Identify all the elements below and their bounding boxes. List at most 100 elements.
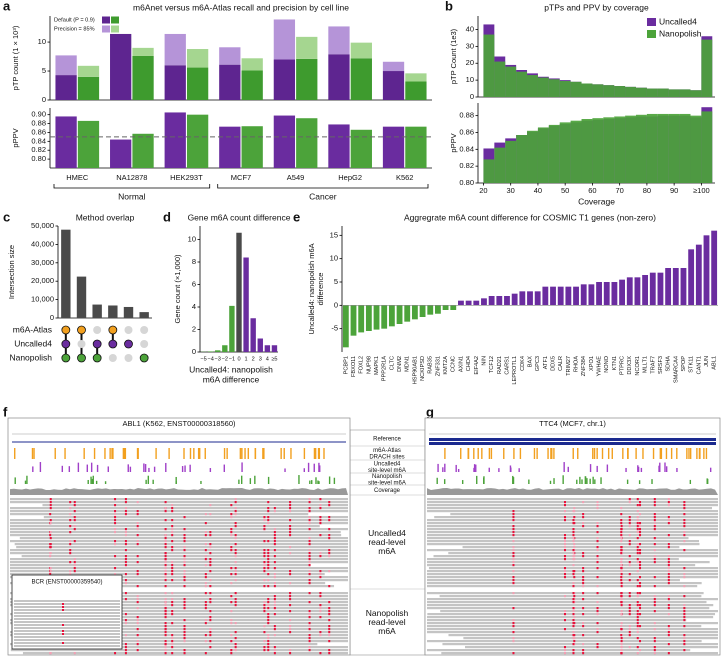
read <box>428 567 718 570</box>
site-tick <box>184 465 186 472</box>
read <box>14 609 120 611</box>
x-tick-label: YWHAE <box>597 356 603 377</box>
read-m6a <box>563 595 566 598</box>
read-m6a <box>667 625 670 628</box>
read-m6a <box>164 616 167 619</box>
read-m6a <box>69 573 72 576</box>
bar-segment <box>164 65 186 100</box>
read-m6a <box>204 558 207 561</box>
read-m6a <box>209 513 212 516</box>
read-m6a <box>636 528 639 531</box>
read-m6a <box>49 573 52 576</box>
site-tick <box>333 477 336 484</box>
read-m6a <box>572 564 575 567</box>
y-tick-label: 40,000 <box>31 239 54 248</box>
read-m6a <box>267 616 270 619</box>
site-tick <box>241 462 243 472</box>
track-label: Coverage <box>374 488 401 494</box>
read-m6a <box>308 610 311 613</box>
read-m6a <box>620 537 623 540</box>
site-tick <box>223 448 226 459</box>
chart-title: Gene m6A count difference <box>188 212 291 222</box>
y-tick-label: 0 <box>42 95 46 104</box>
read-m6a <box>572 613 575 616</box>
read <box>10 564 311 567</box>
read-m6a <box>683 607 686 610</box>
site-tick <box>622 448 624 459</box>
x-tick-label: HMEC <box>66 173 89 182</box>
read-m6a <box>164 510 167 513</box>
x-tick-label: XPO1 <box>589 356 595 371</box>
read-m6a <box>683 613 686 616</box>
read-m6a <box>273 561 276 564</box>
read <box>427 619 687 622</box>
read-m6a <box>636 595 639 598</box>
chart-title: Method overlap <box>76 212 135 222</box>
read <box>14 633 120 635</box>
read-m6a <box>667 628 670 631</box>
read-m6a <box>273 567 276 570</box>
read-m6a <box>183 607 186 610</box>
site-tick <box>14 477 16 484</box>
read-m6a <box>572 537 575 540</box>
read-m6a <box>171 567 174 570</box>
site-tick <box>706 478 708 484</box>
read-m6a <box>73 504 76 507</box>
read-m6a <box>639 649 642 652</box>
histogram-bar <box>516 71 528 97</box>
bar <box>488 296 495 306</box>
x-tick-label: LEPROTL1 <box>512 356 518 385</box>
read-m6a <box>124 634 127 637</box>
read-m6a <box>620 582 623 585</box>
read-m6a <box>183 573 186 576</box>
site-tick <box>576 479 578 484</box>
read-m6a <box>308 570 311 573</box>
site-tick <box>209 468 212 472</box>
membership-dot <box>140 340 149 348</box>
read-m6a <box>620 531 623 534</box>
bar <box>123 306 134 318</box>
read-m6a <box>230 573 233 576</box>
read-m6a <box>628 631 631 634</box>
site-tick <box>152 479 154 484</box>
bar <box>396 305 403 324</box>
read-m6a <box>512 564 515 567</box>
site-tick <box>104 448 106 459</box>
read-m6a <box>572 570 575 573</box>
site-tick <box>586 478 588 484</box>
bar <box>680 268 687 306</box>
read-m6a <box>563 570 566 573</box>
x-tick-label: CLTC <box>389 356 395 370</box>
bar <box>215 350 221 352</box>
x-tick-label: 40 <box>534 186 542 195</box>
read <box>14 615 120 617</box>
x-tick-label: SRSF3 <box>658 356 664 374</box>
bar <box>711 230 718 306</box>
x-tick-label: PCBP1 <box>343 356 349 374</box>
read <box>14 612 120 614</box>
read-m6a <box>209 543 212 546</box>
read-m6a <box>234 501 237 504</box>
read-m6a <box>512 525 515 528</box>
read-m6a <box>620 558 623 561</box>
site-tick <box>665 466 668 472</box>
read-m6a <box>308 552 311 555</box>
site-tick <box>498 468 500 472</box>
histogram-bar <box>625 115 636 183</box>
bar <box>61 229 71 318</box>
read-m6a <box>582 649 585 652</box>
read-m6a <box>124 646 127 649</box>
read-m6a <box>572 592 575 595</box>
track-label: site-level m6A <box>368 480 406 486</box>
read-m6a <box>124 652 127 655</box>
site-tick <box>533 448 536 459</box>
read-m6a <box>667 504 670 507</box>
read <box>427 537 689 540</box>
site-tick <box>122 448 125 459</box>
read-m6a <box>234 549 237 552</box>
site-tick <box>123 448 126 459</box>
read-m6a <box>563 576 566 579</box>
histogram-bar <box>559 122 571 183</box>
read-m6a <box>636 613 639 616</box>
read-m6a <box>683 643 686 646</box>
